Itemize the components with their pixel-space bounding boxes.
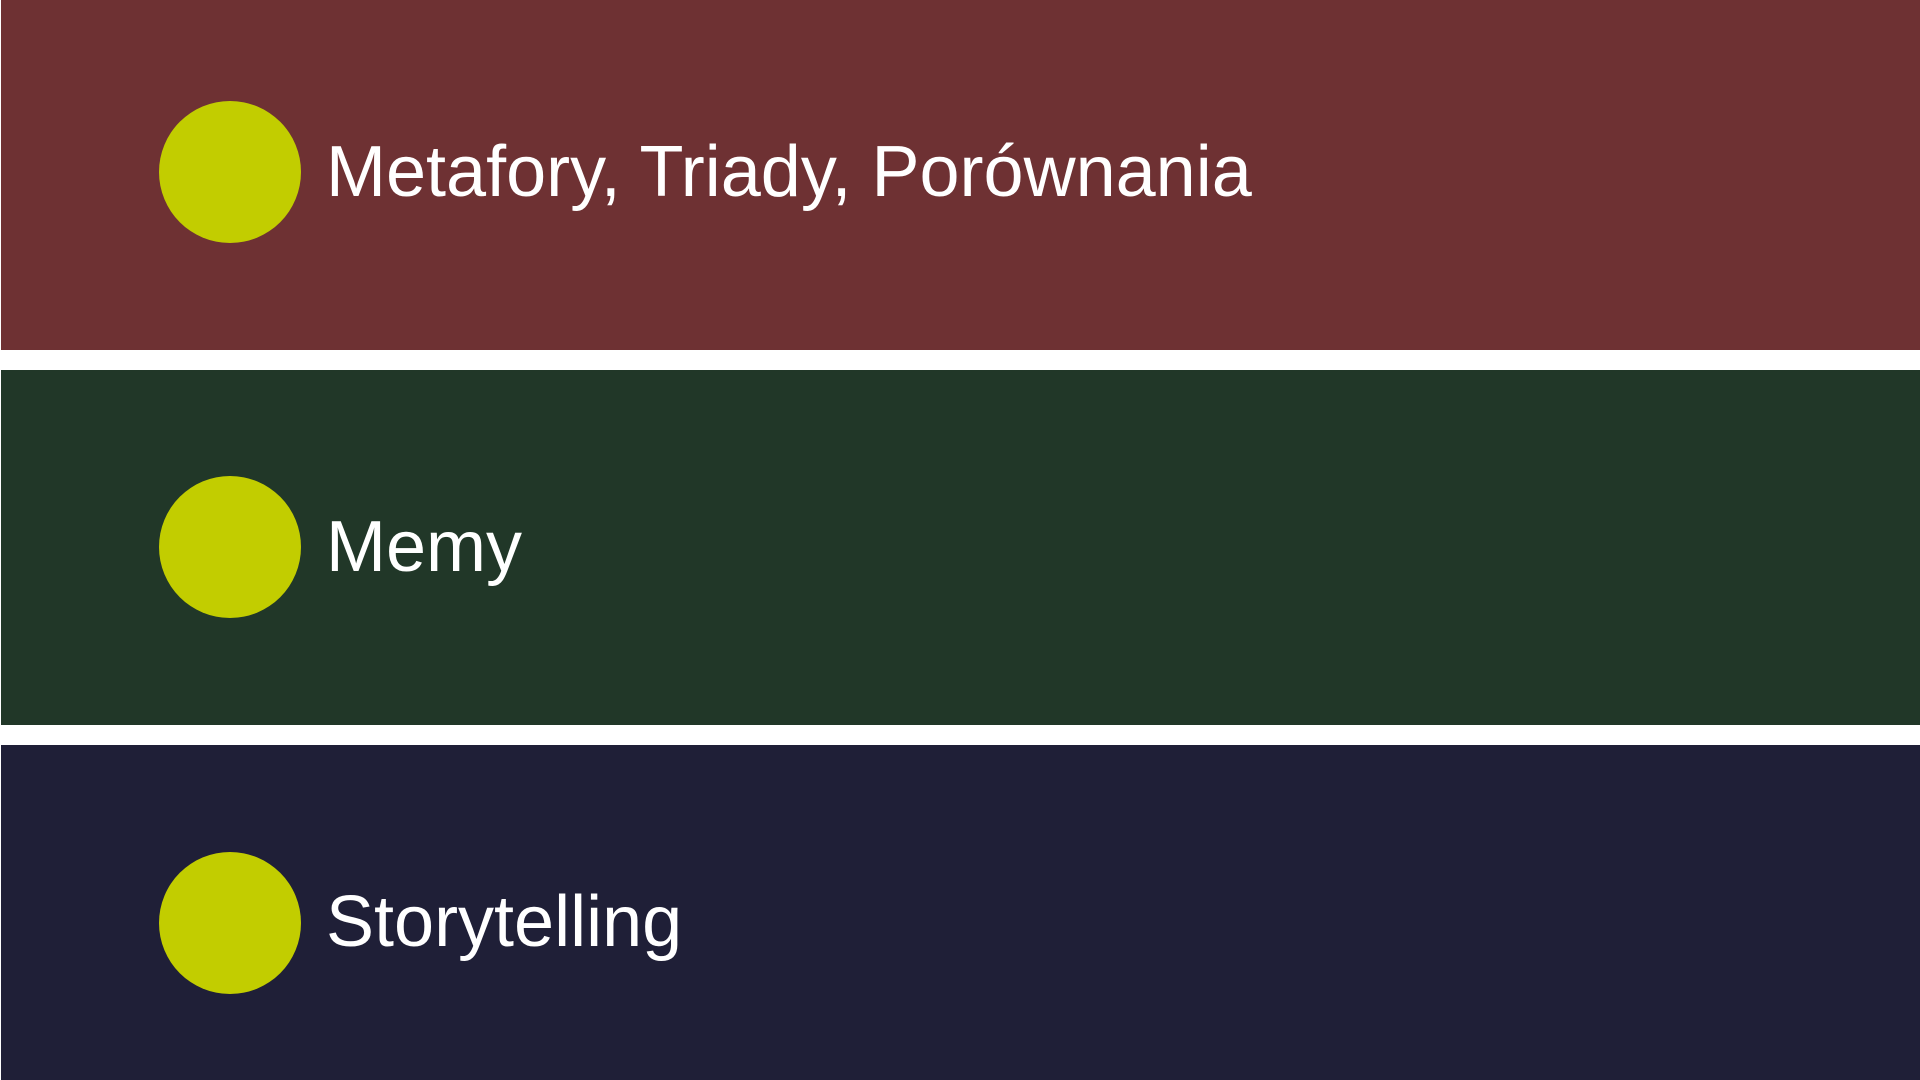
band-label-memy: Memy [326,507,522,587]
bullet-circle-icon [159,852,301,994]
band-metafory: Metafory, Triady, Porównania [1,0,1920,350]
bullet-circle-icon [159,476,301,618]
band-label-storytelling: Storytelling [326,882,683,962]
bullet-circle-icon [159,101,301,243]
band-label-metafory: Metafory, Triady, Porównania [326,132,1252,212]
band-storytelling: Storytelling [1,745,1920,1080]
band-memy: Memy [1,370,1920,725]
